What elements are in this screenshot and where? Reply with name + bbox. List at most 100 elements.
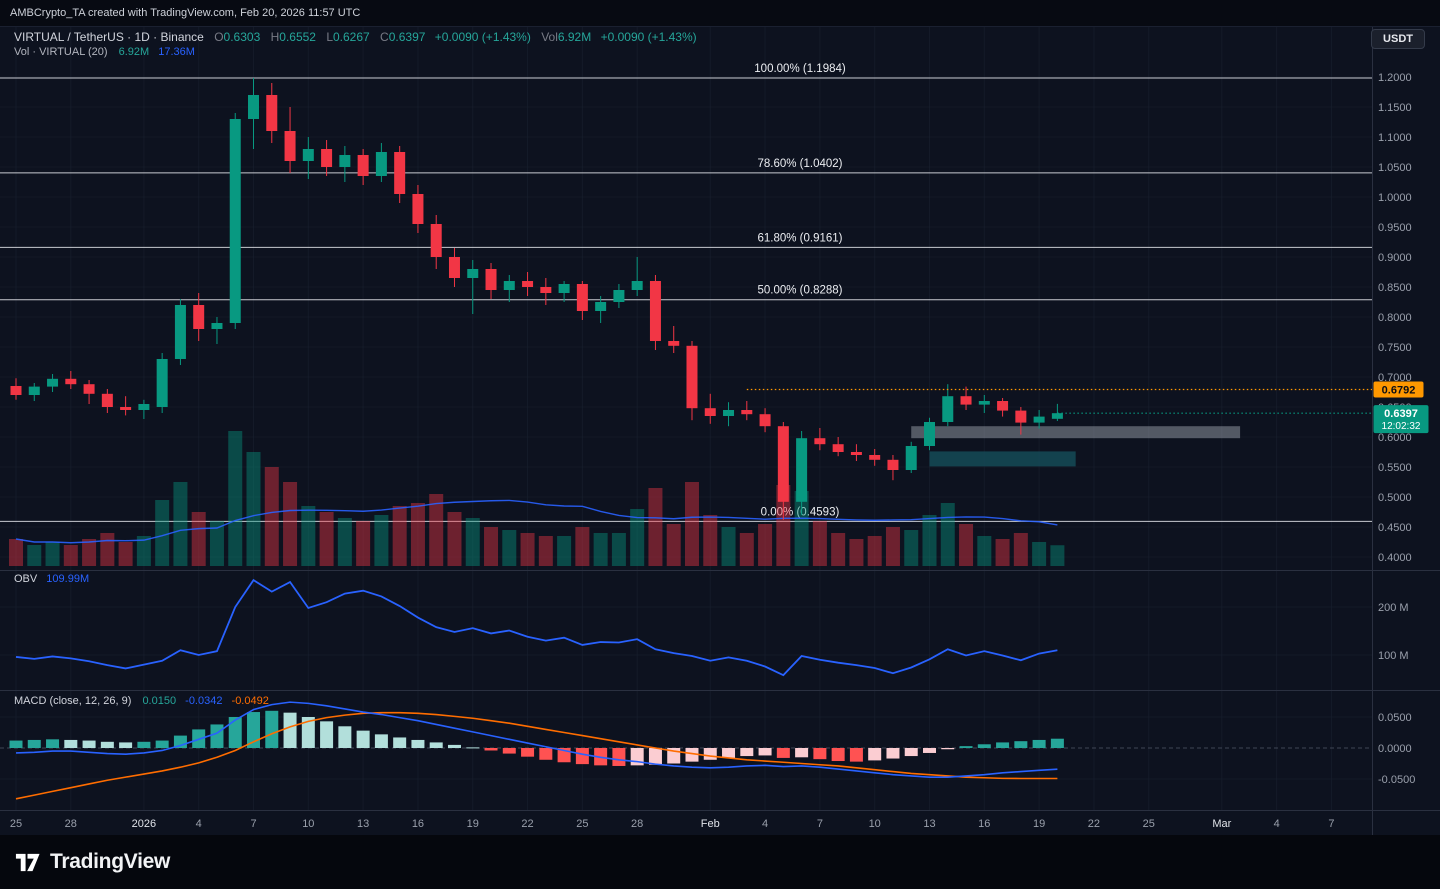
svg-text:2026: 2026 — [132, 818, 156, 830]
svg-text:0.8500: 0.8500 — [1378, 282, 1412, 294]
svg-text:25: 25 — [10, 818, 22, 830]
supply-zone-gray — [911, 426, 1241, 439]
svg-text:7: 7 — [1328, 818, 1334, 830]
macd-signal-line — [15, 711, 1058, 800]
svg-text:16: 16 — [412, 818, 424, 830]
svg-text:100 M: 100 M — [1378, 650, 1409, 662]
svg-text:25: 25 — [1143, 818, 1155, 830]
volume-ma-line — [15, 499, 1058, 544]
vol-label: Vol — [541, 30, 558, 44]
last-price-tag — [1373, 405, 1429, 434]
obv-axis-labels: 200 M 100 M — [1378, 602, 1409, 662]
open-value: 0.6303 — [223, 30, 261, 44]
obv-indicator-value: 109.99M — [46, 573, 90, 585]
low-value: 0.6267 — [333, 30, 370, 44]
svg-text:16: 16 — [978, 818, 990, 830]
footer-bar: TradingView — [0, 835, 1440, 889]
svg-text:0.5000: 0.5000 — [1378, 492, 1412, 504]
time-axis[interactable] — [0, 810, 1372, 835]
svg-text:0.7500: 0.7500 — [1378, 342, 1412, 354]
fib-retracement: 100.00% (1.1984) 78.60% (1.0402) 61.80% (0… — [0, 63, 1372, 522]
svg-text:0.6000: 0.6000 — [1378, 432, 1412, 444]
svg-text:Mar: Mar — [1212, 818, 1231, 830]
vol-value: 6.92M — [557, 30, 592, 44]
volume-indicator-name: Vol · VIRTUAL (20) — [14, 46, 108, 58]
time-axis-labels: 25 28 2026 4 7 10 13 16 19 22 25 28 Feb 4 7 10 13 16 19 22 2… — [10, 818, 1335, 830]
obv-indicator-legend[interactable]: OBV 109.99M — [14, 573, 89, 585]
macd-series — [9, 701, 1064, 800]
svg-text:19: 19 — [1033, 818, 1045, 830]
svg-text:61.80% (0.9161): 61.80% (0.9161) — [757, 232, 842, 244]
tradingview-logo-icon[interactable] — [14, 849, 41, 876]
svg-text:4: 4 — [762, 818, 768, 830]
open-label: O — [214, 30, 224, 44]
svg-text:0.5500: 0.5500 — [1378, 462, 1412, 474]
svg-text:13: 13 — [923, 818, 935, 830]
svg-text:Feb: Feb — [701, 818, 720, 830]
svg-text:0.0500: 0.0500 — [1378, 712, 1412, 724]
attribution-bar: AMBCrypto_TA created with TradingView.co… — [0, 0, 1440, 27]
svg-text:1.0000: 1.0000 — [1378, 192, 1412, 204]
macd-hist-value: 0.0150 — [142, 695, 177, 707]
symbol-legend: VIRTUAL / TetherUS · 1D · Binance O0.630… — [14, 30, 697, 44]
macd-line-value: -0.0342 — [185, 695, 223, 707]
svg-text:4: 4 — [196, 818, 202, 830]
svg-text:7: 7 — [817, 818, 823, 830]
macd-indicator-name: MACD (close, 12, 26, 9) — [14, 695, 132, 707]
tradingview-wordmark[interactable]: TradingView — [50, 850, 171, 873]
svg-text:22: 22 — [521, 818, 533, 830]
svg-text:0.4000: 0.4000 — [1378, 552, 1412, 564]
obv-indicator-name: OBV — [14, 573, 38, 585]
svg-text:0.9000: 0.9000 — [1378, 252, 1412, 264]
volume-indicator-value: 6.92M — [118, 46, 150, 58]
svg-text:0.9500: 0.9500 — [1378, 222, 1412, 234]
svg-text:0.6792: 0.6792 — [1382, 384, 1416, 396]
svg-text:-0.0500: -0.0500 — [1378, 774, 1415, 786]
svg-text:0.00% (0.4593): 0.00% (0.4593) — [761, 506, 840, 518]
volume-ma-value: 17.36M — [158, 46, 195, 58]
svg-text:25: 25 — [576, 818, 588, 830]
svg-text:0.6397: 0.6397 — [1384, 408, 1418, 420]
svg-text:1.1000: 1.1000 — [1378, 132, 1412, 144]
svg-text:0.0000: 0.0000 — [1378, 743, 1412, 755]
svg-text:19: 19 — [467, 818, 479, 830]
pane-separators — [0, 26, 1440, 835]
alert-price-tag — [1373, 381, 1424, 398]
svg-text:22: 22 — [1088, 818, 1100, 830]
svg-text:100.00% (1.1984): 100.00% (1.1984) — [754, 63, 846, 75]
svg-text:0.7000: 0.7000 — [1378, 372, 1412, 384]
svg-text:10: 10 — [302, 818, 314, 830]
macd-indicator-legend[interactable]: MACD (close, 12, 26, 9) 0.0150 -0.0342 -… — [14, 695, 269, 707]
macd-signal-value: -0.0492 — [231, 695, 269, 707]
svg-text:200 M: 200 M — [1378, 602, 1409, 614]
vol-change-value: +0.0090 (+1.43%) — [600, 30, 697, 44]
macd-axis-labels: 0.0500 0.0000 -0.0500 — [1378, 712, 1415, 786]
volume-series — [9, 431, 1065, 566]
high-label: H — [270, 30, 280, 44]
svg-text:78.60% (1.0402): 78.60% (1.0402) — [757, 158, 842, 170]
svg-text:12:02:32: 12:02:32 — [1382, 421, 1421, 432]
low-label: L — [326, 30, 333, 44]
svg-text:1.2000: 1.2000 — [1378, 72, 1412, 84]
obv-line — [15, 578, 1058, 677]
demand-zone-teal — [929, 451, 1076, 467]
attribution-text: AMBCrypto_TA created with TradingView.co… — [10, 7, 361, 19]
svg-text:4: 4 — [1274, 818, 1280, 830]
close-label: C — [380, 30, 389, 44]
volume-indicator-legend[interactable]: Vol · VIRTUAL (20) 6.92M 17.36M — [14, 46, 195, 58]
price-axis-labels: 1.2000 1.1500 1.1000 1.0500 1.0000 0.9500 0.90… — [1378, 72, 1412, 564]
grid — [0, 26, 1372, 810]
symbol-title[interactable]: VIRTUAL / TetherUS · 1D · Binance — [14, 30, 204, 44]
currency-usdt-button[interactable]: USDT — [1371, 29, 1425, 49]
svg-text:7: 7 — [250, 818, 256, 830]
svg-text:50.00% (0.8288): 50.00% (0.8288) — [757, 285, 842, 297]
high-value: 0.6552 — [279, 30, 316, 44]
svg-text:1.1500: 1.1500 — [1378, 102, 1412, 114]
change-value: +0.0090 (+1.43%) — [434, 30, 531, 44]
svg-text:13: 13 — [357, 818, 369, 830]
price-lines — [746, 388, 1372, 414]
svg-text:1.0500: 1.0500 — [1378, 162, 1412, 174]
